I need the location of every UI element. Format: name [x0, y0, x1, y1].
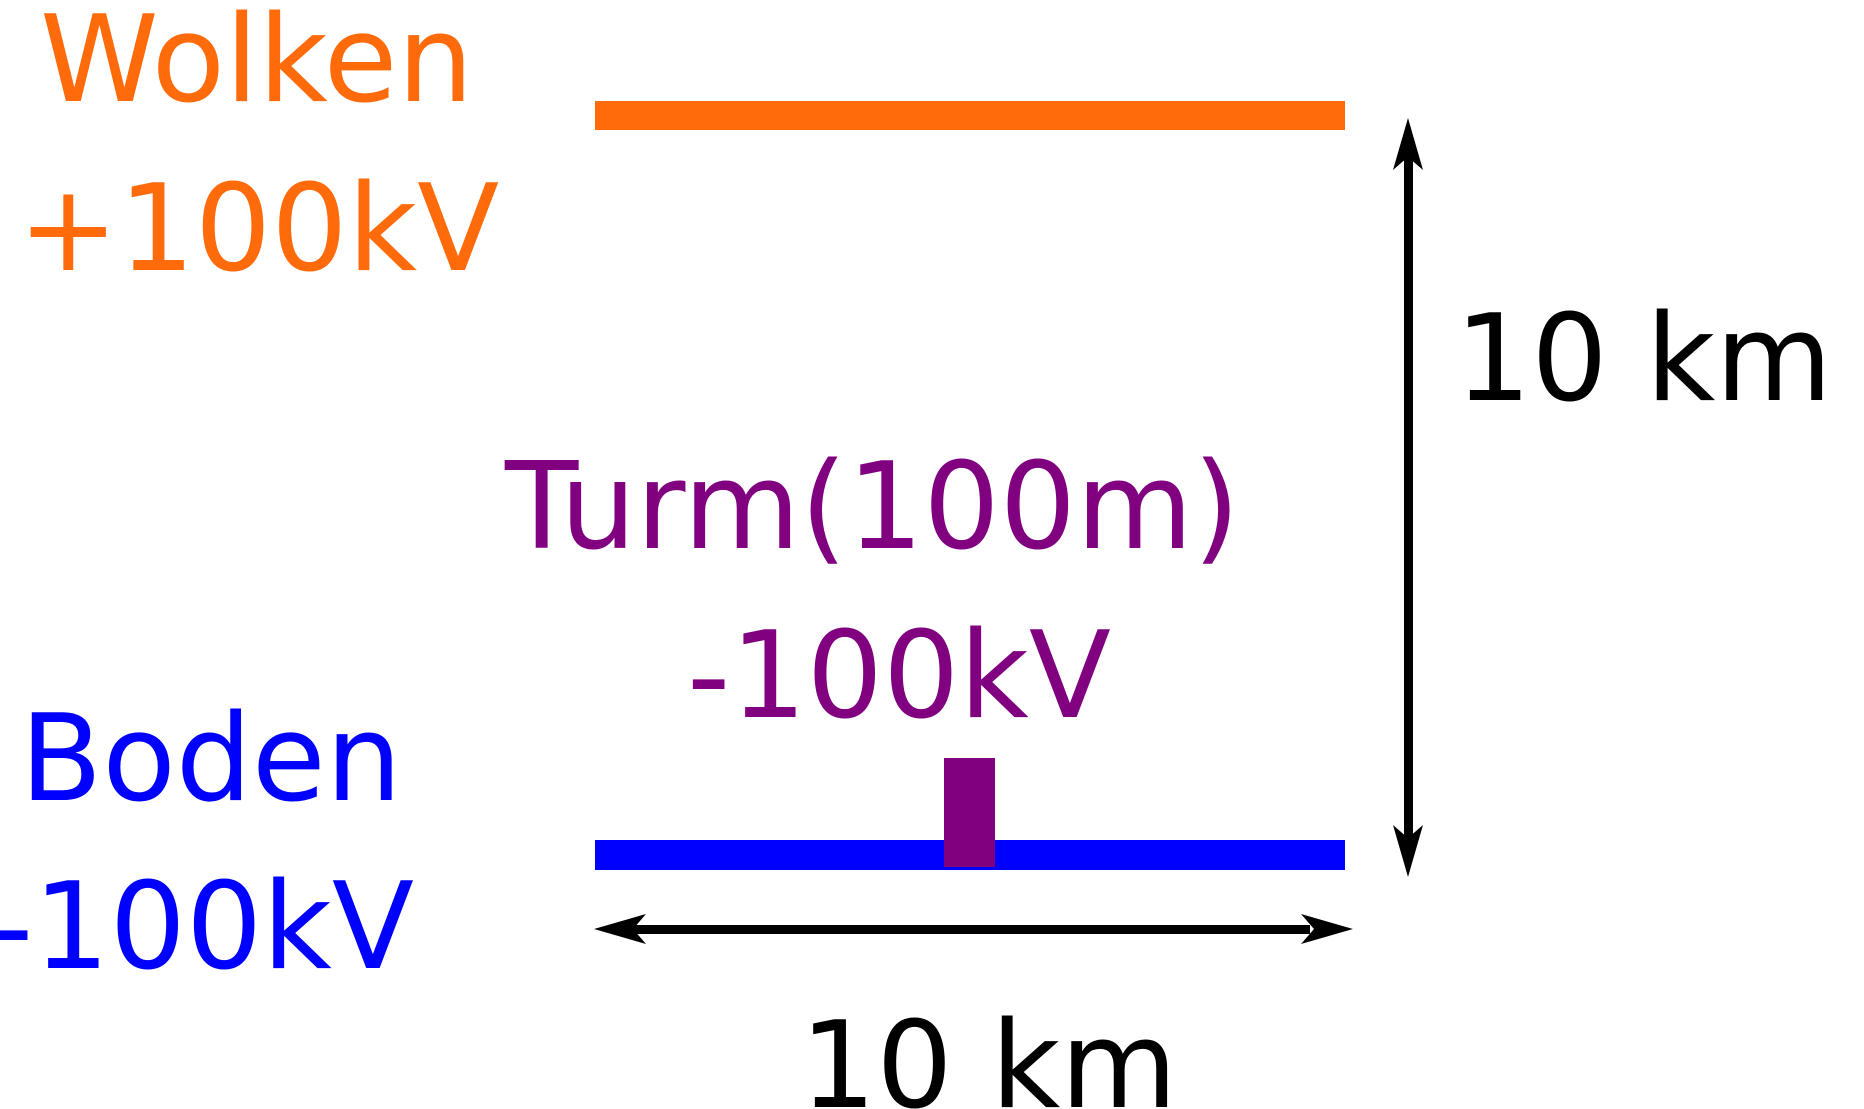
height-dimension-label: 10 km	[1455, 290, 1832, 429]
height-dimension-arrow	[1393, 118, 1423, 877]
ground-name-label: Boden	[20, 690, 402, 829]
tower-voltage-label: -100kV	[687, 607, 1111, 746]
tower	[944, 758, 995, 867]
ground-voltage-label: -100kV	[0, 858, 414, 997]
cloud-name-label: Wolken	[40, 0, 473, 130]
tower-name-label: Turm(100m)	[504, 438, 1240, 577]
cloud-plate	[595, 101, 1345, 130]
cloud-voltage-label: +100kV	[18, 160, 499, 299]
width-dimension-label: 10 km	[800, 997, 1177, 1109]
width-dimension-arrow	[594, 914, 1353, 944]
